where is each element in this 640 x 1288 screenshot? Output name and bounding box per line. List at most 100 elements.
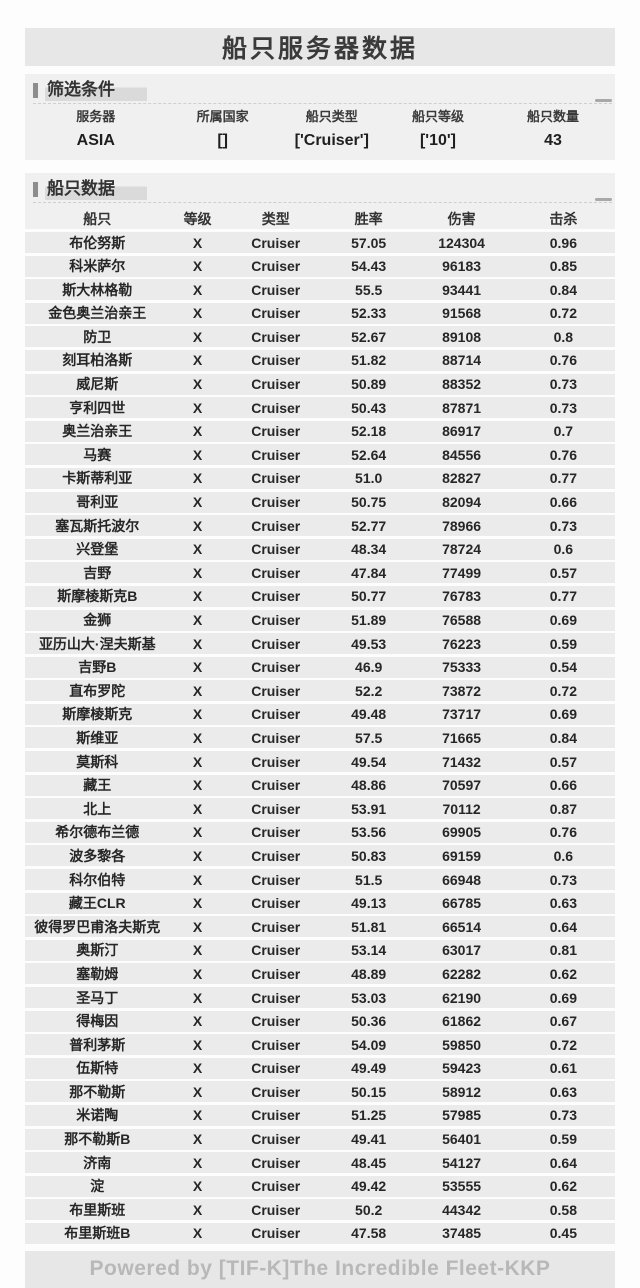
table-row: 亚历山大·涅夫斯基 X Cruiser 49.53 76223 0.59: [25, 633, 615, 655]
cell-type: Cruiser: [251, 1154, 301, 1171]
cell-damage: 59850: [442, 1036, 482, 1053]
filter-field-value: ASIA: [76, 132, 115, 149]
table-row: 金色奥兰治亲王 X Cruiser 52.33 91568 0.72: [25, 302, 615, 324]
section-accent-bar: [33, 83, 38, 98]
cell-kills: 0.96: [549, 234, 577, 251]
table-row: 伍斯特 X Cruiser 49.49 59423 0.61: [25, 1057, 615, 1079]
table-row: 彼得罗巴甫洛夫斯克 X Cruiser 51.81 66514 0.64: [25, 916, 615, 938]
cell-ship-name: 得梅因: [76, 1013, 119, 1030]
cell-level: X: [192, 706, 203, 723]
cell-level: X: [192, 635, 203, 652]
table-row: 塞瓦斯托波尔 X Cruiser 52.77 78966 0.73: [25, 515, 615, 537]
cell-level: X: [192, 1201, 203, 1218]
cell-type: Cruiser: [251, 494, 301, 511]
cell-damage: 73717: [442, 706, 482, 723]
cell-damage: 70112: [442, 800, 481, 817]
cell-kills: 0.73: [549, 1107, 577, 1124]
table-row: 吉野B X Cruiser 46.9 75333 0.54: [25, 656, 615, 678]
cell-winrate: 57.5: [355, 729, 383, 746]
cell-type: Cruiser: [251, 847, 301, 864]
cell-level: X: [192, 659, 203, 676]
cell-level: X: [192, 612, 203, 628]
filter-section-title: 筛选条件: [45, 80, 147, 101]
cell-ship-name: 那不勒斯: [69, 1083, 126, 1100]
cell-ship-name: 那不勒斯B: [64, 1131, 131, 1148]
cell-kills: 0.84: [549, 281, 577, 298]
cell-kills: 0.72: [549, 305, 577, 322]
cell-level: X: [192, 588, 203, 605]
cell-kills: 0.7: [553, 423, 574, 440]
cell-kills: 0.69: [549, 612, 577, 628]
cell-ship-name: 伍斯特: [76, 1060, 119, 1077]
footer-credit: Powered by [TIF-K]The Incredible Fleet-K…: [25, 1250, 615, 1288]
cell-winrate: 48.89: [351, 965, 387, 982]
cell-ship-name: 兴登堡: [76, 541, 119, 558]
cell-kills: 0.72: [549, 1036, 577, 1053]
cell-winrate: 48.34: [351, 541, 387, 558]
cell-level: X: [192, 1178, 203, 1195]
cell-type: Cruiser: [251, 446, 301, 463]
table-row: 哥利亚 X Cruiser 50.75 82094 0.66: [25, 491, 615, 513]
cell-damage: 87871: [442, 399, 482, 416]
cell-ship-name: 布里斯班: [69, 1201, 126, 1218]
table-body: 布伦努斯 X Cruiser 57.05 124304 0.96 科米萨尔 X …: [25, 232, 615, 1244]
cell-winrate: 49.54: [351, 753, 387, 770]
table-row: 斯摩棱斯克 X Cruiser 49.48 73717 0.69: [25, 703, 615, 725]
cell-kills: 0.87: [549, 800, 577, 817]
cell-type: Cruiser: [251, 1131, 301, 1148]
cell-damage: 96183: [442, 258, 482, 275]
cell-ship-name: 吉野B: [78, 659, 117, 676]
cell-level: X: [192, 1036, 203, 1053]
cell-type: Cruiser: [251, 588, 301, 605]
cell-winrate: 46.9: [355, 659, 383, 676]
cell-winrate: 52.18: [351, 423, 387, 440]
cell-level: X: [192, 541, 203, 558]
cell-winrate: 50.75: [351, 494, 387, 511]
cell-damage: 44342: [442, 1201, 482, 1218]
cell-damage: 89108: [442, 328, 482, 345]
cell-winrate: 51.81: [351, 918, 387, 935]
cell-type: Cruiser: [251, 824, 301, 841]
filter-field-label: 服务器: [76, 109, 116, 124]
table-row: 莫斯科 X Cruiser 49.54 71432 0.57: [25, 751, 615, 773]
cell-level: X: [192, 824, 203, 841]
table-row: 斯摩棱斯克B X Cruiser 50.77 76783 0.77: [25, 585, 615, 607]
cell-damage: 62282: [442, 965, 482, 982]
table-row: 济南 X Cruiser 48.45 54127 0.64: [25, 1152, 615, 1174]
cell-damage: 77499: [442, 564, 482, 581]
cell-level: X: [192, 446, 203, 463]
cell-kills: 0.66: [549, 494, 577, 511]
data-section-title: 船只数据: [45, 179, 147, 200]
cell-ship-name: 马赛: [83, 446, 112, 463]
cell-type: Cruiser: [251, 1060, 301, 1077]
cell-winrate: 51.0: [355, 470, 383, 487]
cell-level: X: [192, 305, 203, 322]
cell-level: X: [192, 965, 203, 982]
cell-kills: 0.45: [549, 1225, 577, 1242]
cell-damage: 82827: [442, 470, 482, 487]
table-row: 塞勒姆 X Cruiser 48.89 62282 0.62: [25, 963, 615, 985]
filter-section: 筛选条件 服务器 ASIA 所属国家 [] 船只类型 ['Cruiser'] 船…: [25, 74, 615, 160]
table-row: 兴登堡 X Cruiser 48.34 78724 0.6: [25, 538, 615, 560]
cell-ship-name: 斯大林格勒: [62, 281, 133, 298]
filter-field-server: 服务器 ASIA: [25, 109, 167, 151]
cell-winrate: 51.25: [351, 1107, 387, 1124]
cell-winrate: 57.05: [351, 234, 387, 251]
cell-level: X: [192, 847, 203, 864]
cell-type: Cruiser: [251, 1225, 301, 1242]
table-row: 科尔伯特 X Cruiser 51.5 66948 0.73: [25, 869, 615, 891]
cell-kills: 0.77: [549, 470, 577, 487]
cell-kills: 0.57: [549, 564, 577, 581]
cell-winrate: 50.83: [351, 847, 387, 864]
cell-level: X: [192, 352, 203, 369]
cell-level: X: [192, 729, 203, 746]
cell-ship-name: 斯维亚: [76, 729, 119, 746]
cell-damage: 54127: [442, 1154, 482, 1171]
cell-winrate: 53.91: [351, 800, 387, 817]
cell-damage: 124304: [438, 234, 485, 251]
cell-damage: 93441: [442, 281, 482, 298]
cell-winrate: 50.36: [351, 1013, 387, 1030]
cell-damage: 62190: [442, 989, 482, 1006]
cell-ship-name: 金色奥兰治亲王: [48, 305, 147, 322]
cell-ship-name: 希尔德布兰德: [55, 824, 140, 841]
